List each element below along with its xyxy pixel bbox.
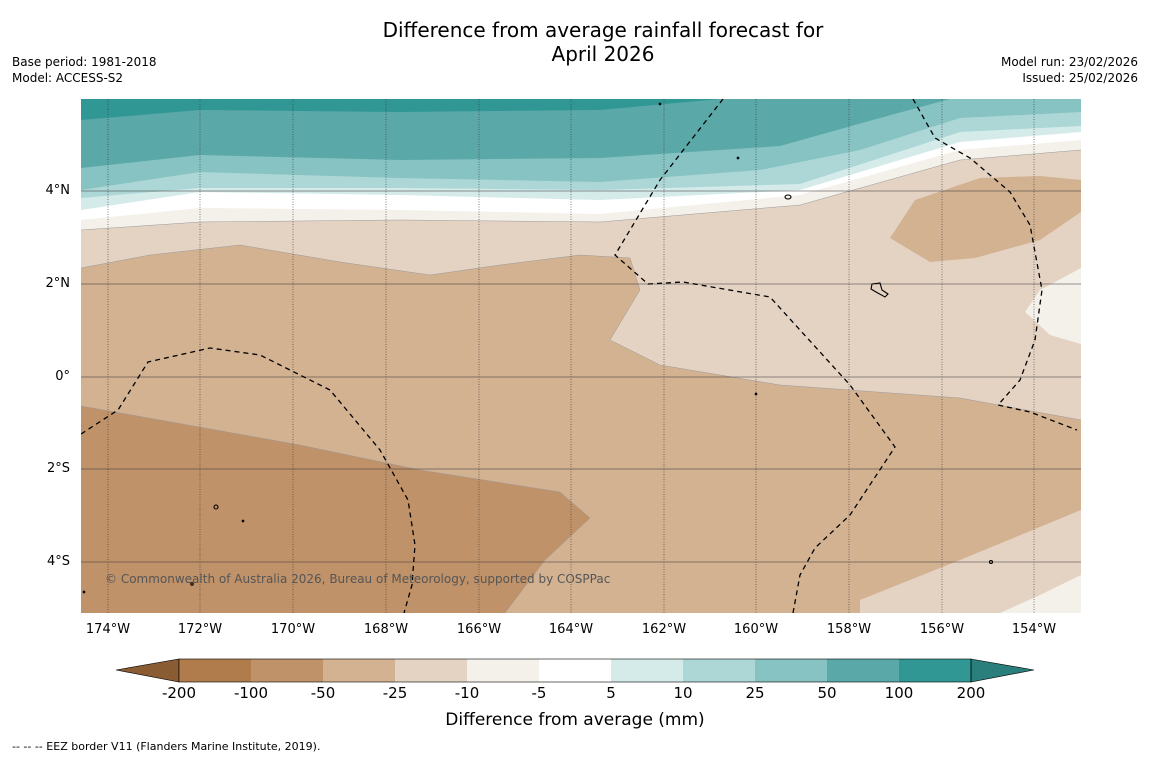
lon-label-168w: 168°W [363, 622, 409, 637]
map-contours [81, 99, 1081, 613]
lon-label-172w: 172°W [177, 622, 223, 637]
lat-label-2n: 2°N [45, 276, 71, 291]
meta-left: Base period: 1981-2018 Model: ACCESS-S2 [12, 54, 157, 86]
cb-label-neg25: -25 [382, 684, 408, 702]
cb-label-neg100: -100 [233, 684, 269, 702]
model-name: Model: ACCESS-S2 [12, 71, 124, 85]
lat-label-2s: 2°S [46, 461, 70, 476]
colorbar-seg-3 [323, 659, 395, 682]
lon-label-154w: 154°W [1011, 622, 1057, 637]
colorbar-seg-7 [611, 659, 683, 682]
eez-legend-footer: -- -- -- EEZ border V11 (Flanders Marine… [12, 740, 321, 753]
cb-label-200: 200 [956, 684, 986, 702]
colorbar-seg-6 [539, 659, 611, 682]
lat-label-0: 0° [55, 369, 70, 384]
colorbar-seg-5 [467, 659, 539, 682]
cb-label-neg50: -50 [310, 684, 336, 702]
lat-label-4n: 4°N [45, 183, 71, 198]
copyright-credit: © Commonwealth of Australia 2026, Bureau… [105, 572, 611, 586]
islands [82, 102, 994, 594]
lat-label-4s: 4°S [46, 554, 70, 569]
colorbar-title: Difference from average (mm) [445, 710, 705, 730]
colorbar-seg-1 [179, 659, 251, 682]
cb-label-25: 25 [745, 684, 765, 702]
meta-right: Model run: 23/02/2026 Issued: 25/02/2026 [1001, 54, 1138, 86]
colorbar-seg-11 [899, 659, 971, 682]
contour-pos50 [81, 99, 950, 168]
cb-label-neg5: -5 [531, 684, 547, 702]
cb-label-50: 50 [817, 684, 837, 702]
latitude-gridlines [81, 190, 1081, 563]
lon-label-164w: 164°W [548, 622, 594, 637]
lon-label-162w: 162°W [641, 622, 687, 637]
colorbar-seg-9 [755, 659, 827, 682]
colorbar-seg-2 [251, 659, 323, 682]
longitude-gridlines [107, 99, 1035, 613]
contour-pos100 [81, 99, 720, 120]
lon-label-174w: 174°W [85, 622, 131, 637]
contour-neg100 [81, 406, 590, 613]
contour-se-light [1000, 575, 1081, 613]
lon-label-156w: 156°W [919, 622, 965, 637]
lon-label-158w: 158°W [826, 622, 872, 637]
colorbar-high-extend [970, 658, 1035, 683]
lon-label-170w: 170°W [270, 622, 316, 637]
title-line-2: April 2026 [551, 42, 655, 66]
cb-label-100: 100 [884, 684, 914, 702]
title-line-1: Difference from average rainfall forecas… [382, 18, 824, 42]
contour-neg25 [81, 150, 1081, 613]
issued-date: Issued: 25/02/2026 [1022, 71, 1138, 85]
map-title: Difference from average rainfall forecas… [0, 18, 1150, 66]
colorbar-seg-4 [395, 659, 467, 682]
eez-borders [81, 99, 1078, 613]
colorbar-low-extend [115, 658, 180, 683]
lon-label-166w: 166°W [456, 622, 502, 637]
cb-label-neg200: -200 [161, 684, 197, 702]
cb-label-5: 5 [606, 684, 616, 702]
base-period: Base period: 1981-2018 [12, 55, 157, 69]
cb-label-neg10: -10 [454, 684, 480, 702]
colorbar-seg-8 [683, 659, 755, 682]
contour-east-light [1025, 268, 1081, 344]
lon-label-160w: 160°W [733, 622, 779, 637]
cb-label-10: 10 [673, 684, 693, 702]
model-run: Model run: 23/02/2026 [1000, 55, 1138, 69]
colorbar [115, 658, 1035, 683]
colorbar-frame [178, 658, 972, 683]
colorbar-seg-10 [827, 659, 899, 682]
